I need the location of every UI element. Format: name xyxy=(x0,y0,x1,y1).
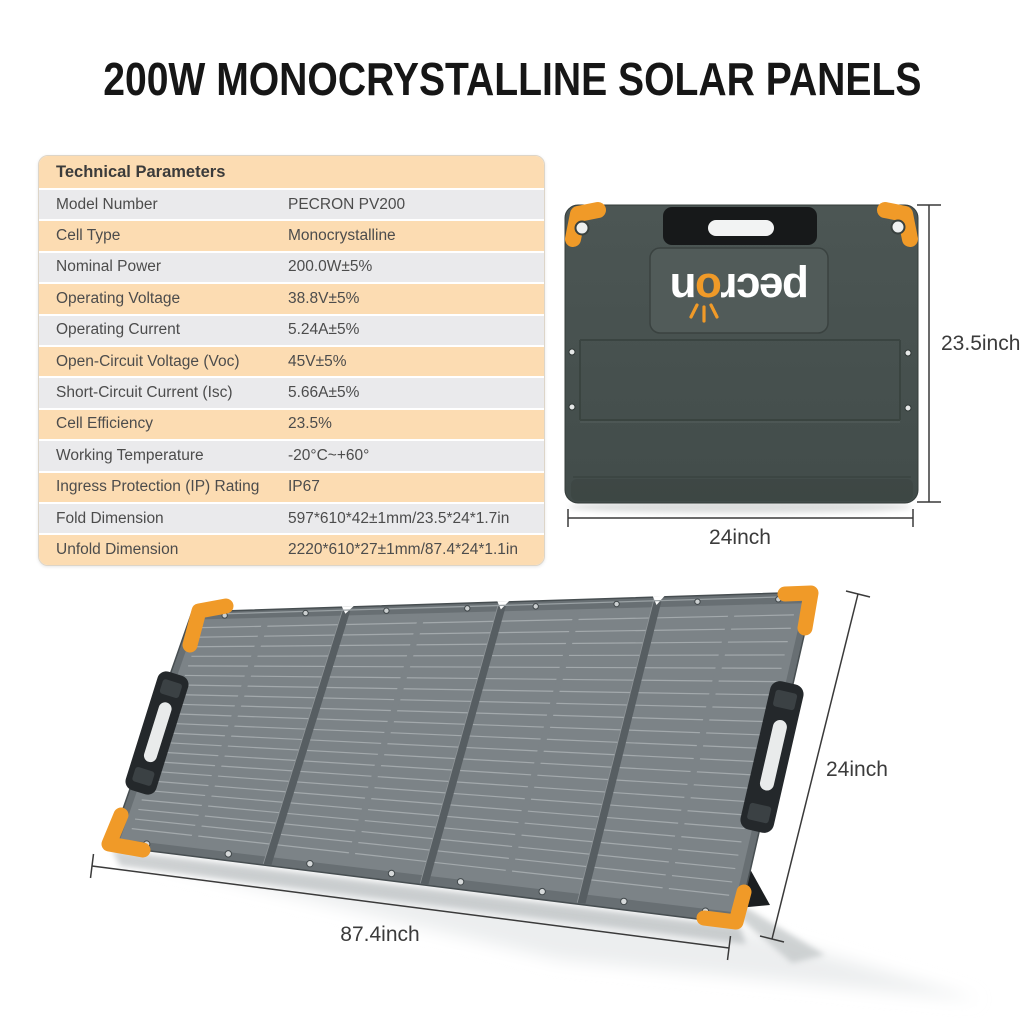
technical-parameters-table: Technical Parameters Model Number PECRON … xyxy=(38,155,545,566)
table-header: Technical Parameters xyxy=(39,156,544,188)
spec-label: Operating Current xyxy=(56,321,181,339)
corner-protector-top-right xyxy=(877,202,918,247)
table-row: Unfold Dimension 2220*610*27±1mm/87.4*24*… xyxy=(39,535,544,565)
folded-panel-bottom-lip xyxy=(571,479,913,501)
snap-button xyxy=(904,349,912,357)
spec-label: Ingress Protection (IP) Rating xyxy=(56,478,260,496)
spec-value: 597*610*42±1mm/23.5*24*1.7in xyxy=(288,509,510,527)
spec-value: 5.24A±5% xyxy=(288,321,360,339)
table-row: Cell Type Monocrystalline xyxy=(39,221,544,251)
snap-button xyxy=(568,403,576,411)
table-row: Open-Circuit Voltage (Voc) 45V±5% xyxy=(39,346,544,377)
handle-slot xyxy=(708,220,774,236)
table-row: Operating Voltage 38.8V±5% xyxy=(39,284,544,314)
spec-label: Fold Dimension xyxy=(56,509,164,527)
table-row: Cell Efficiency 23.5% xyxy=(39,409,544,440)
spec-value: Monocrystalline xyxy=(288,227,396,245)
grommet-icon xyxy=(574,220,590,236)
front-pocket-flap xyxy=(579,339,901,421)
table-row: Working Temperature -20°C~+60° xyxy=(39,441,544,471)
spec-label: Short-Circuit Current (Isc) xyxy=(56,384,233,402)
spec-label: Nominal Power xyxy=(56,258,162,276)
logo-sun-rays-icon xyxy=(689,303,719,323)
spec-value: 5.66A±5% xyxy=(288,384,360,402)
spec-value: 38.8V±5% xyxy=(288,289,360,307)
spec-label: Cell Efficiency xyxy=(56,415,154,433)
unfolded-dimension-annotations: 87.4inch 24inch xyxy=(89,590,888,961)
table-row: Operating Current 5.24A±5% xyxy=(39,315,544,345)
corner-protector-bottom-right xyxy=(696,884,752,930)
spec-label: Working Temperature xyxy=(56,446,204,464)
carry-handle-right xyxy=(740,681,804,833)
carry-handle-left xyxy=(125,671,189,795)
spec-value: IP67 xyxy=(288,478,320,496)
spec-label: Operating Voltage xyxy=(56,289,181,307)
unfolded-width-dimension-label: 87.4inch xyxy=(340,923,419,946)
corner-protector-top-left xyxy=(182,598,234,653)
corner-protector-top-right xyxy=(777,585,819,636)
unfolded-panel-details xyxy=(101,585,819,930)
spec-value: 45V±5% xyxy=(288,352,347,370)
table-row: Nominal Power 200.0W±5% xyxy=(39,252,544,283)
spec-value: -20°C~+60° xyxy=(288,446,370,464)
table-row: Model Number PECRON PV200 xyxy=(39,190,544,220)
corner-protector-top-left xyxy=(565,202,606,247)
unfolded-panel-surface xyxy=(108,591,815,925)
snap-button xyxy=(568,348,576,356)
corner-protector-bottom-left xyxy=(101,807,151,858)
pecron-logo: pecron xyxy=(671,265,809,314)
grommet-icon xyxy=(890,219,906,235)
folded-height-dimension-label: 23.5inch xyxy=(941,332,1020,355)
snap-button xyxy=(904,404,912,412)
table-row: Ingress Protection (IP) Rating IP67 xyxy=(39,472,544,502)
folded-width-dimension-label: 24inch xyxy=(709,526,771,549)
spec-value: PECRON PV200 xyxy=(288,195,406,213)
spec-value: 200.0W±5% xyxy=(288,258,373,276)
table-header-label: Technical Parameters xyxy=(56,162,226,181)
spec-value: 23.5% xyxy=(288,415,332,433)
page-title: 200W MONOCRYSTALLINE SOLAR PANELS xyxy=(0,52,1024,106)
spec-label: Model Number xyxy=(56,195,158,213)
spec-label: Open-Circuit Voltage (Voc) xyxy=(56,352,240,370)
spec-label: Cell Type xyxy=(56,227,121,245)
table-row: Short-Circuit Current (Isc) 5.66A±5% xyxy=(39,378,544,408)
spec-value: 2220*610*27±1mm/87.4*24*1.1in xyxy=(288,540,518,558)
unfolded-height-dimension-label: 24inch xyxy=(826,758,888,781)
page-title-text: 200W MONOCRYSTALLINE SOLAR PANELS xyxy=(102,53,922,105)
folded-panel-illustration: pecron xyxy=(564,202,919,513)
spec-label: Unfold Dimension xyxy=(56,540,179,558)
table-row: Fold Dimension 597*610*42±1mm/23.5*24*1.7… xyxy=(39,503,544,534)
folded-dimension-annotations: 23.5inch 24inch xyxy=(567,204,1020,549)
